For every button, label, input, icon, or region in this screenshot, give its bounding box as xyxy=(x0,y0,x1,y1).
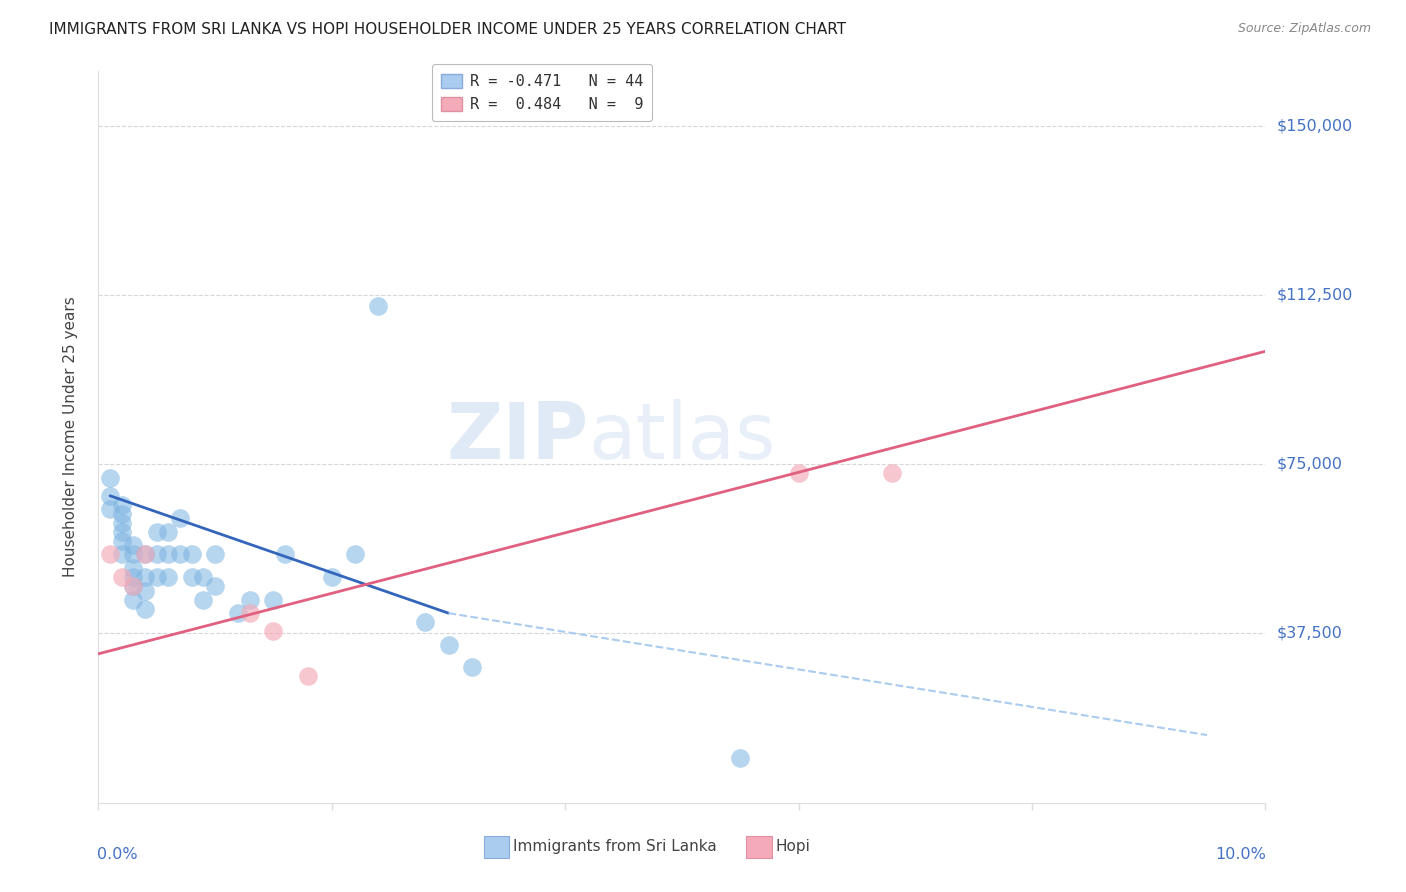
Text: Source: ZipAtlas.com: Source: ZipAtlas.com xyxy=(1237,22,1371,36)
Point xyxy=(321,570,343,584)
Point xyxy=(111,507,134,521)
Y-axis label: Householder Income Under 25 years: Householder Income Under 25 years xyxy=(63,297,77,577)
Point xyxy=(367,299,389,313)
Bar xyxy=(747,836,772,858)
Point xyxy=(146,570,169,584)
Point xyxy=(787,466,810,480)
Text: 0.0%: 0.0% xyxy=(97,847,138,862)
Point xyxy=(111,524,134,539)
Point xyxy=(111,570,134,584)
Point xyxy=(111,498,134,512)
Point xyxy=(437,638,460,652)
Point xyxy=(262,592,284,607)
Point xyxy=(730,750,752,764)
Point xyxy=(228,606,250,620)
Text: Immigrants from Sri Lanka: Immigrants from Sri Lanka xyxy=(513,839,717,855)
Point xyxy=(134,583,156,598)
Point xyxy=(122,579,145,593)
Point xyxy=(134,548,156,562)
Text: $75,000: $75,000 xyxy=(1277,457,1343,472)
Text: atlas: atlas xyxy=(589,399,776,475)
Point xyxy=(297,669,319,683)
Point xyxy=(122,570,145,584)
Text: ZIP: ZIP xyxy=(446,399,589,475)
Point xyxy=(239,606,262,620)
Point xyxy=(880,466,903,480)
Point xyxy=(122,538,145,552)
Point xyxy=(180,548,202,562)
Point xyxy=(193,592,215,607)
Point xyxy=(98,548,121,562)
Point xyxy=(122,592,145,607)
Point xyxy=(204,548,226,562)
Point xyxy=(134,601,156,615)
Point xyxy=(98,502,121,516)
Point xyxy=(122,579,145,593)
Point xyxy=(122,548,145,562)
Point xyxy=(413,615,436,630)
Text: IMMIGRANTS FROM SRI LANKA VS HOPI HOUSEHOLDER INCOME UNDER 25 YEARS CORRELATION : IMMIGRANTS FROM SRI LANKA VS HOPI HOUSEH… xyxy=(49,22,846,37)
Point xyxy=(111,548,134,562)
Text: Hopi: Hopi xyxy=(775,839,810,855)
Point xyxy=(239,592,262,607)
Point xyxy=(98,471,121,485)
Point xyxy=(204,579,226,593)
Point xyxy=(344,548,367,562)
Point xyxy=(157,570,180,584)
Point xyxy=(169,548,191,562)
Point xyxy=(111,533,134,548)
Point xyxy=(134,548,156,562)
Point xyxy=(169,511,191,525)
Point xyxy=(157,548,180,562)
Text: $112,500: $112,500 xyxy=(1277,287,1353,302)
Point xyxy=(461,660,484,674)
Text: $150,000: $150,000 xyxy=(1277,118,1353,133)
Point xyxy=(274,548,297,562)
Point xyxy=(193,570,215,584)
Bar xyxy=(484,836,509,858)
Text: 10.0%: 10.0% xyxy=(1216,847,1267,862)
Point xyxy=(134,570,156,584)
Legend: R = -0.471   N = 44, R =  0.484   N =  9: R = -0.471 N = 44, R = 0.484 N = 9 xyxy=(432,64,652,121)
Text: $37,500: $37,500 xyxy=(1277,626,1343,641)
Point xyxy=(262,624,284,639)
Point xyxy=(146,548,169,562)
Point xyxy=(146,524,169,539)
Point xyxy=(180,570,202,584)
Point xyxy=(111,516,134,530)
Point xyxy=(122,561,145,575)
Point xyxy=(157,524,180,539)
Point xyxy=(98,489,121,503)
